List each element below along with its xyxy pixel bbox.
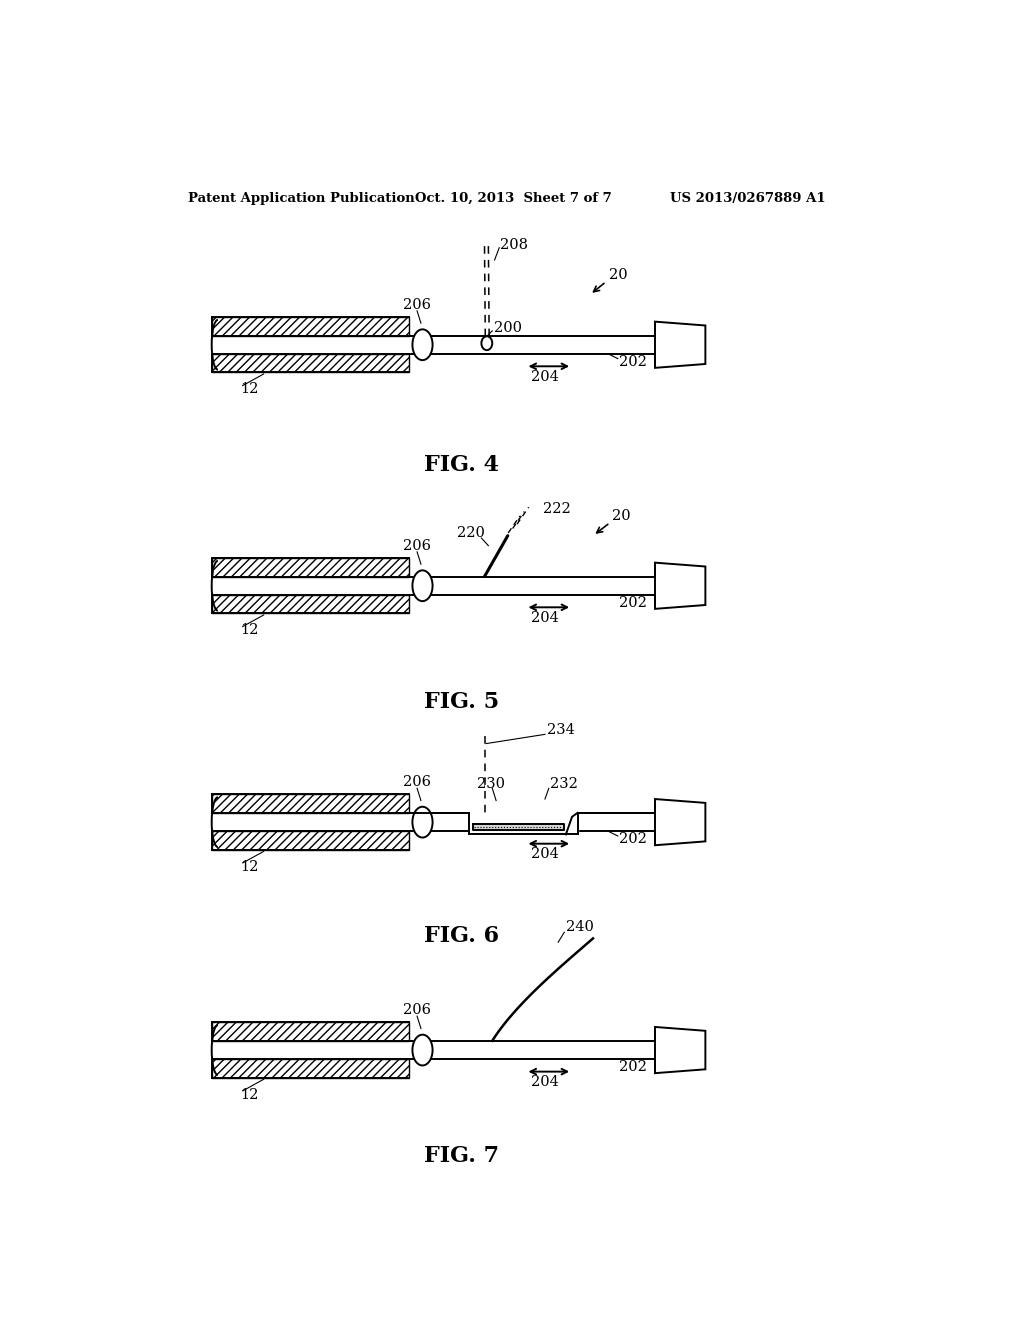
Text: 12: 12 bbox=[241, 859, 259, 874]
Bar bbox=[212, 558, 410, 577]
Text: 206: 206 bbox=[403, 539, 431, 553]
Polygon shape bbox=[655, 1027, 706, 1073]
Text: FIG. 6: FIG. 6 bbox=[424, 925, 499, 948]
Ellipse shape bbox=[481, 337, 493, 350]
Ellipse shape bbox=[413, 807, 432, 837]
Text: 20: 20 bbox=[608, 268, 627, 282]
Ellipse shape bbox=[413, 570, 432, 601]
Text: 234: 234 bbox=[547, 723, 574, 737]
Bar bbox=[212, 1059, 410, 1077]
Text: Patent Application Publication: Patent Application Publication bbox=[188, 191, 415, 205]
Text: 204: 204 bbox=[531, 1076, 559, 1089]
Text: 202: 202 bbox=[618, 595, 646, 610]
Text: FIG. 7: FIG. 7 bbox=[424, 1144, 499, 1167]
Text: 240: 240 bbox=[566, 920, 594, 933]
Text: 204: 204 bbox=[531, 370, 559, 384]
Ellipse shape bbox=[413, 330, 432, 360]
Text: 200: 200 bbox=[494, 321, 522, 335]
Text: 206: 206 bbox=[403, 775, 431, 789]
Bar bbox=[212, 795, 410, 813]
Text: 12: 12 bbox=[241, 383, 259, 396]
Bar bbox=[212, 354, 410, 372]
Text: 204: 204 bbox=[531, 847, 559, 862]
Text: US 2013/0267889 A1: US 2013/0267889 A1 bbox=[671, 191, 826, 205]
Text: 20: 20 bbox=[612, 510, 631, 524]
Text: 12: 12 bbox=[241, 623, 259, 638]
Text: 12: 12 bbox=[241, 1088, 259, 1102]
Bar bbox=[212, 317, 410, 335]
Bar bbox=[212, 595, 410, 614]
Bar bbox=[212, 1022, 410, 1040]
Text: FIG. 5: FIG. 5 bbox=[424, 692, 499, 713]
Text: 220: 220 bbox=[458, 527, 485, 540]
Polygon shape bbox=[655, 322, 706, 368]
Text: 202: 202 bbox=[618, 355, 646, 368]
Text: Oct. 10, 2013  Sheet 7 of 7: Oct. 10, 2013 Sheet 7 of 7 bbox=[415, 191, 611, 205]
Text: 206: 206 bbox=[403, 298, 431, 312]
Text: 222: 222 bbox=[543, 502, 570, 516]
Ellipse shape bbox=[413, 1035, 432, 1065]
Text: 202: 202 bbox=[618, 832, 646, 846]
Polygon shape bbox=[655, 562, 706, 609]
Text: 206: 206 bbox=[403, 1003, 431, 1016]
Text: 232: 232 bbox=[550, 776, 579, 791]
Text: 230: 230 bbox=[477, 776, 505, 791]
Polygon shape bbox=[655, 799, 706, 845]
Text: FIG. 4: FIG. 4 bbox=[424, 454, 499, 477]
Text: 208: 208 bbox=[500, 238, 528, 252]
Text: 204: 204 bbox=[531, 611, 559, 626]
Bar bbox=[212, 832, 410, 850]
Text: 202: 202 bbox=[618, 1060, 646, 1074]
